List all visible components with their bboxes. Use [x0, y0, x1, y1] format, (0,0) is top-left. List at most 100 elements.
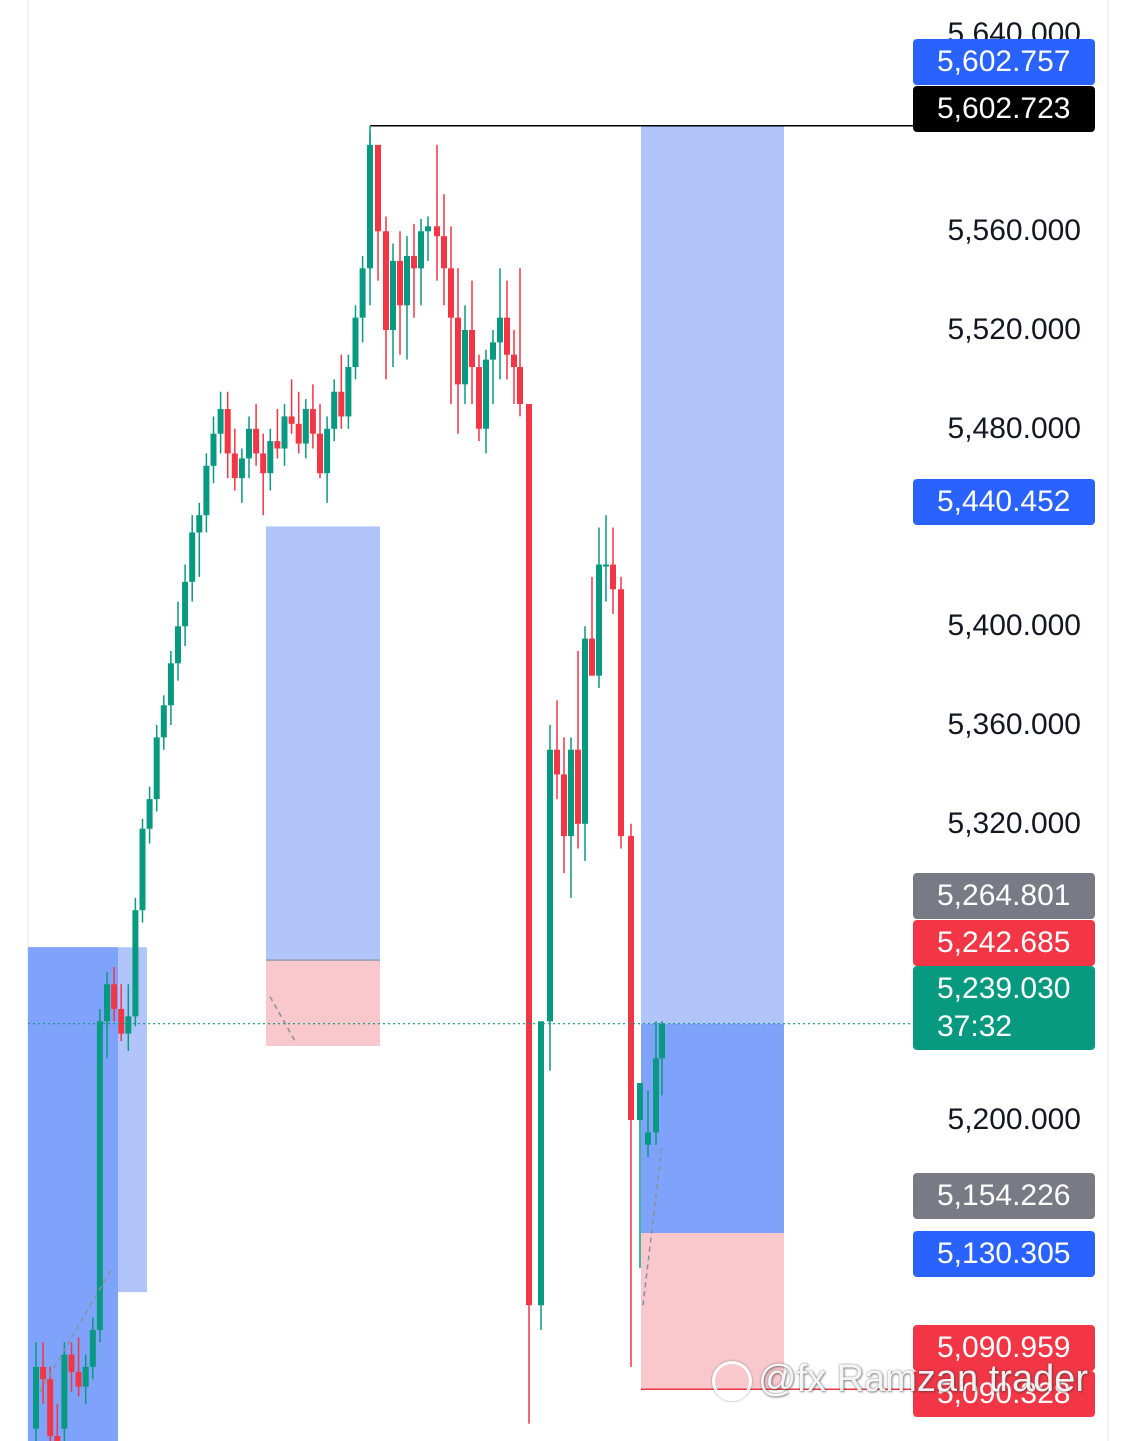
candle-body — [118, 1008, 125, 1034]
price-tick-label: 5,400.000 — [947, 609, 1081, 643]
candle-body — [476, 367, 482, 429]
candle-body — [653, 1058, 659, 1133]
projection-arrow — [39, 1267, 113, 1393]
candle-body — [317, 433, 323, 474]
candle-body — [146, 799, 153, 829]
watermark: @fx Ramzan trader — [712, 1358, 1088, 1401]
candle-body — [561, 774, 567, 837]
candle-body — [309, 409, 316, 434]
price-tag: 5,602.723 — [913, 86, 1095, 132]
price-tick-label: 5,320.000 — [947, 806, 1081, 840]
price-tag: 5,239.030 37:32 — [913, 966, 1095, 1050]
candle-body — [390, 260, 396, 331]
candle-body — [274, 441, 281, 449]
candle-body — [554, 749, 560, 775]
price-tag: 5,090.959 — [913, 1325, 1095, 1371]
candle-body — [295, 423, 302, 444]
candle-body — [324, 428, 331, 474]
candle-body — [367, 144, 373, 269]
candle-body — [182, 581, 189, 627]
candle-body — [359, 268, 366, 318]
candle-body — [68, 1354, 75, 1372]
candle-body — [253, 428, 260, 454]
candle-body — [637, 1083, 643, 1121]
price-tick-label: 5,520.000 — [947, 313, 1081, 346]
candle-body — [33, 1366, 39, 1429]
candle-body — [111, 984, 118, 1009]
candle-body — [411, 255, 417, 269]
candle-body — [267, 441, 274, 474]
candle-body — [383, 231, 389, 331]
candle-body — [281, 416, 288, 449]
price-tick-label: 5,480.000 — [947, 411, 1081, 445]
candle-body — [132, 910, 139, 1017]
candle-body — [104, 984, 110, 1022]
price-tag: 5,130.305 — [913, 1231, 1095, 1277]
candle-body — [40, 1366, 47, 1380]
candle-body — [434, 226, 440, 237]
candle-body — [89, 1329, 96, 1367]
candle-body — [526, 404, 532, 1306]
candle-body — [217, 409, 224, 434]
target-zone-active — [641, 1023, 784, 1234]
candle-body — [441, 236, 447, 269]
price-tag: 5,154.226 — [913, 1173, 1095, 1219]
candle-body — [397, 260, 403, 306]
candle-body — [196, 515, 203, 533]
candle-body — [469, 330, 475, 368]
candle-body — [338, 391, 345, 417]
candle-body — [246, 428, 252, 459]
candle-body — [618, 589, 624, 837]
watermark-logo-icon — [712, 1360, 752, 1401]
candle-body — [125, 1016, 132, 1034]
candle-body — [153, 737, 160, 800]
candle-body — [448, 268, 454, 318]
candle-body — [404, 255, 410, 306]
candle-body — [47, 1379, 54, 1437]
candle-body — [352, 317, 359, 368]
stop-zone — [641, 1233, 784, 1390]
price-tick-label: 5,560.000 — [947, 214, 1081, 248]
candle-body — [345, 367, 352, 417]
candle-body — [210, 433, 217, 466]
candle-body — [511, 354, 517, 368]
candle-body — [189, 532, 196, 582]
candle-body — [455, 317, 461, 385]
candle-body — [582, 638, 588, 824]
candle-body — [568, 749, 574, 837]
candle-body — [231, 453, 238, 479]
candle-body — [589, 638, 595, 676]
candle-body — [167, 663, 174, 706]
candle-body — [418, 231, 424, 269]
candle-body — [203, 465, 210, 516]
candle-body — [575, 749, 581, 824]
candle-body — [490, 342, 496, 360]
candle-body — [517, 367, 523, 405]
candle-body — [139, 828, 146, 911]
candle-body — [538, 1021, 544, 1306]
target-zone — [266, 526, 380, 960]
candle-body — [302, 409, 309, 444]
candle-body — [603, 564, 609, 567]
candle-body — [331, 391, 338, 429]
price-tag: 5,440.452 — [913, 479, 1095, 525]
price-tag: 5,264.801 — [913, 873, 1095, 919]
target-zone — [641, 125, 784, 1024]
candle-body — [483, 359, 489, 429]
candle-body — [61, 1354, 68, 1429]
price-tag: 5,090.328 — [913, 1371, 1095, 1417]
candle-body — [54, 1436, 61, 1441]
candle-body — [504, 317, 510, 355]
candle-body — [82, 1366, 89, 1387]
candle-body — [462, 330, 468, 385]
bar-countdown: 37:32 — [937, 1010, 1013, 1043]
price-tick-label: 5,200.000 — [947, 1103, 1081, 1137]
candle-body — [425, 226, 431, 232]
candle-body — [224, 409, 231, 454]
price-tag: 5,242.685 — [913, 920, 1095, 966]
candle-body — [160, 705, 167, 738]
candle-body — [238, 458, 245, 479]
candle-body — [75, 1371, 82, 1387]
